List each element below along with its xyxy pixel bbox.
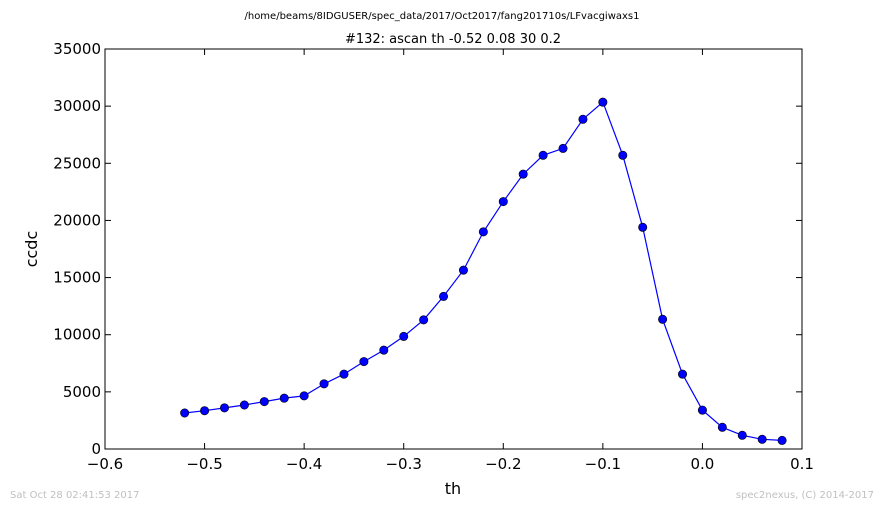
data-point: [359, 357, 369, 367]
data-point: [558, 143, 568, 153]
data-point: [638, 222, 648, 232]
data-point: [299, 391, 309, 401]
data-point: [578, 114, 588, 124]
data-point: [239, 400, 249, 410]
data-point: [697, 405, 707, 415]
x-tick-label: 0.1: [790, 455, 814, 473]
x-tick-label: −0.3: [385, 455, 421, 473]
data-point: [419, 315, 429, 325]
data-point: [478, 227, 488, 237]
axes-frame: [104, 48, 803, 450]
data-point: [399, 331, 409, 341]
data-point: [279, 393, 289, 403]
footer-credit: spec2nexus, (C) 2014-2017: [736, 490, 874, 501]
x-axis: −0.6 −0.5 −0.4 −0.3 −0.2 −0.1 0.0 0.1: [87, 49, 814, 473]
data-point: [737, 430, 747, 440]
x-tick-label: −0.6: [87, 455, 123, 473]
data-point: [458, 265, 468, 275]
data-point: [757, 434, 767, 444]
data-point: [618, 150, 628, 160]
y-tick-label: 30000: [53, 97, 101, 115]
data-point: [219, 403, 229, 413]
data-point: [538, 150, 548, 160]
y-tick-label: 0: [91, 440, 101, 458]
data-point: [777, 435, 787, 445]
data-point: [319, 379, 329, 389]
data-point: [678, 369, 688, 379]
data-point: [518, 169, 528, 179]
y-tick-label: 5000: [63, 383, 101, 401]
chart-title: #132: ascan th -0.52 0.08 30 0.2: [345, 32, 561, 47]
data-point: [717, 422, 727, 432]
x-tick-label: −0.2: [485, 455, 521, 473]
y-axis-label: ccdc: [22, 231, 41, 268]
x-axis-label: th: [445, 479, 461, 498]
x-tick-label: −0.1: [585, 455, 621, 473]
data-point: [439, 291, 449, 301]
plot-area: [180, 97, 787, 445]
data-point: [339, 369, 349, 379]
y-tick-label: 25000: [53, 154, 101, 172]
x-tick-label: −0.4: [286, 455, 322, 473]
data-point: [200, 406, 210, 416]
data-point: [259, 397, 269, 407]
y-tick-label: 15000: [53, 269, 101, 287]
figure-suptitle: /home/beams/8IDGUSER/spec_data/2017/Oct2…: [244, 11, 639, 22]
x-tick-label: 0.0: [690, 455, 714, 473]
data-point: [180, 408, 190, 418]
y-tick-label: 20000: [53, 211, 101, 229]
x-tick-label: −0.5: [186, 455, 222, 473]
data-point: [379, 345, 389, 355]
data-point: [598, 97, 608, 107]
y-axis: 0 5000 10000 15000 20000 25000 30000 35000: [53, 40, 802, 458]
series-line: [184, 101, 783, 441]
data-point: [658, 314, 668, 324]
y-tick-label: 10000: [53, 326, 101, 344]
y-tick-label: 35000: [53, 40, 101, 58]
footer-timestamp: Sat Oct 28 02:41:53 2017: [10, 490, 140, 501]
data-point: [498, 197, 508, 207]
